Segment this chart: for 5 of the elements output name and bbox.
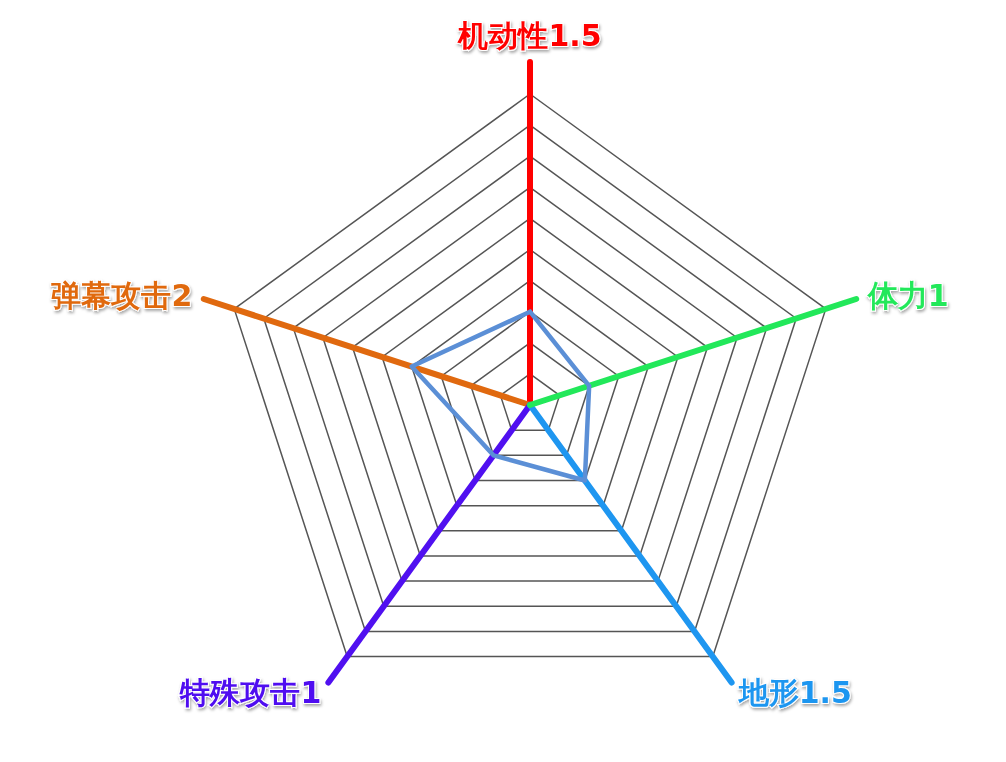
spoke-label: 体力1 [866, 277, 949, 313]
spoke-label: 机动性1.5 [457, 17, 602, 53]
spoke-label: 弹幕攻击2 [51, 277, 193, 313]
spoke-label: 地形1.5 [736, 674, 852, 710]
spoke-label: 特殊攻击1 [179, 674, 322, 710]
